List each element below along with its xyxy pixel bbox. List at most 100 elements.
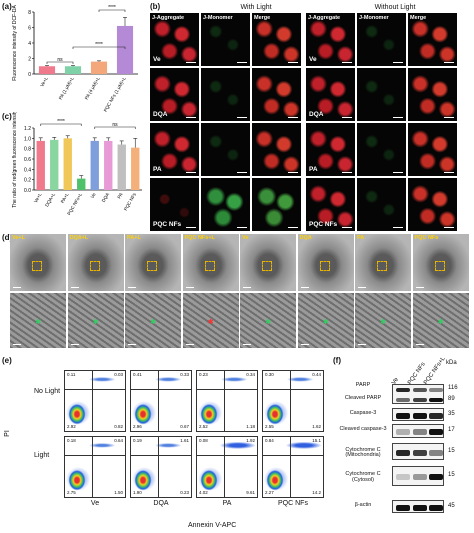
bar bbox=[64, 66, 82, 74]
protein-band bbox=[429, 398, 443, 402]
gate-line bbox=[290, 371, 291, 431]
protein-band bbox=[429, 429, 443, 435]
tem-label: PQC NFs+L bbox=[184, 235, 215, 241]
y-tick-label: 0.0 bbox=[24, 188, 31, 194]
tem-label: PA bbox=[357, 235, 365, 241]
panel-label-b: (b) bbox=[150, 2, 161, 11]
scale-bar bbox=[237, 226, 247, 228]
y-tick-label: 0.6 bbox=[24, 157, 31, 163]
x-tick-label: DQA bbox=[101, 191, 111, 203]
quadrant-value: 1.18 bbox=[246, 423, 255, 429]
confocal-image: PA bbox=[306, 123, 355, 176]
confocal-image bbox=[201, 68, 250, 121]
chart-c: 0.0 0.2 0.4 0.6 0.8 1.0 1.2 The ratio of red/gr… bbox=[12, 112, 142, 216]
sig-label: **** bbox=[95, 42, 103, 48]
quadrant-value: 0.23 bbox=[180, 489, 189, 495]
scale-bar bbox=[342, 171, 352, 173]
y-tick-label: 0.4 bbox=[24, 167, 31, 173]
confocal-image: PQC NFs bbox=[306, 178, 355, 231]
gate-line bbox=[224, 437, 225, 497]
zoom-box bbox=[377, 261, 388, 272]
tem-zoom: ✱ bbox=[182, 293, 239, 348]
x-tick-label: DQA+L bbox=[44, 192, 56, 208]
mitochondria-marker-icon: ✱ bbox=[322, 318, 329, 326]
gate-line bbox=[92, 437, 93, 497]
bar bbox=[77, 178, 86, 190]
confocal-image: Merge bbox=[252, 13, 301, 66]
row-label: PQC NFs bbox=[309, 221, 338, 228]
tem-label: DQA+L bbox=[69, 235, 89, 241]
confocal-image: J-Aggregate Ve bbox=[150, 13, 199, 66]
sig-bracket bbox=[98, 9, 126, 12]
scale-bar bbox=[393, 171, 403, 173]
tem-zoom: ✱ bbox=[297, 293, 354, 348]
scale-bar bbox=[342, 226, 352, 228]
zoom-box bbox=[262, 261, 273, 272]
flow-plot: 0.11 0.03 2.92 0.82 bbox=[64, 370, 126, 432]
gate-line bbox=[158, 437, 159, 497]
scale-bar bbox=[185, 286, 194, 288]
quadrant-value: 0.19 bbox=[133, 438, 142, 443]
quadrant-value: 1.61 bbox=[180, 438, 189, 443]
protein-band bbox=[429, 449, 443, 456]
x-tick-label: PQC NFs bbox=[123, 191, 138, 211]
kda-value: 45 bbox=[448, 502, 455, 509]
scale-bar bbox=[444, 226, 454, 228]
quadrant-value: 15.1 bbox=[312, 438, 321, 443]
protein-band bbox=[396, 474, 410, 480]
quadrant-value: 0.64 bbox=[114, 438, 123, 443]
protein-band bbox=[429, 388, 443, 392]
sig-bracket bbox=[72, 46, 126, 49]
scale-bar bbox=[186, 61, 196, 63]
x-tick-label: Ve+L bbox=[33, 192, 43, 204]
protein-band bbox=[396, 429, 410, 435]
bar bbox=[63, 138, 72, 190]
blot-box bbox=[392, 466, 444, 486]
protein-band bbox=[412, 398, 427, 402]
mitochondria-marker-icon: ✱ bbox=[265, 318, 272, 326]
quadrant-value: 1.62 bbox=[312, 423, 321, 429]
row-label: DQA bbox=[153, 111, 168, 118]
x-tick-label: PA (4 μM)+L bbox=[84, 76, 101, 101]
confocal-image: J-Monomer bbox=[201, 13, 250, 66]
column-label: J-Monomer bbox=[359, 15, 389, 21]
quadrant-value: 0.30 bbox=[265, 372, 274, 377]
bar bbox=[116, 25, 134, 74]
blot-box bbox=[392, 408, 444, 421]
sig-bracket bbox=[40, 123, 82, 126]
protein-band bbox=[396, 449, 410, 456]
lane-label: PQC NFs+L bbox=[423, 355, 447, 386]
scale-bar bbox=[393, 61, 403, 63]
confocal-image bbox=[357, 123, 406, 176]
mitochondria-marker-icon: ✱ bbox=[207, 318, 214, 326]
scale-bar bbox=[358, 286, 366, 288]
axis-label-pi: PI bbox=[3, 430, 11, 437]
tem-zoom: ✱ bbox=[240, 293, 296, 348]
bar bbox=[117, 144, 126, 190]
scale-bar bbox=[288, 226, 298, 228]
column-label: PA bbox=[222, 500, 232, 507]
column-label: J-Monomer bbox=[203, 15, 233, 21]
tem-label: PA+L bbox=[127, 235, 141, 241]
flow-plot: 0.18 0.64 2.75 1.50 bbox=[64, 436, 126, 498]
quadrant-value: 0.08 bbox=[199, 438, 208, 443]
tem-overview: PA bbox=[355, 234, 411, 291]
column-label: Ve bbox=[90, 500, 100, 507]
quadrant-value: 0.33 bbox=[180, 372, 189, 377]
tem-overview: DQA bbox=[297, 234, 354, 291]
quadrant-value: 2.92 bbox=[67, 423, 76, 429]
bar bbox=[50, 139, 59, 190]
confocal-image bbox=[408, 178, 457, 231]
confocal-image bbox=[201, 178, 250, 231]
without-light-header: Without Light bbox=[374, 4, 416, 11]
confocal-image bbox=[408, 123, 457, 176]
axis-label-annexin: Annexin V-APC bbox=[188, 522, 237, 529]
quadrant-value: 2.27 bbox=[265, 489, 274, 495]
protein-label: Cleaved PARP bbox=[344, 395, 382, 401]
bar bbox=[131, 147, 140, 190]
gate-line bbox=[65, 455, 125, 456]
row-label: DQA bbox=[309, 111, 324, 118]
bar bbox=[90, 140, 99, 190]
column-label: Merge bbox=[410, 15, 427, 21]
protein-band bbox=[429, 504, 443, 511]
